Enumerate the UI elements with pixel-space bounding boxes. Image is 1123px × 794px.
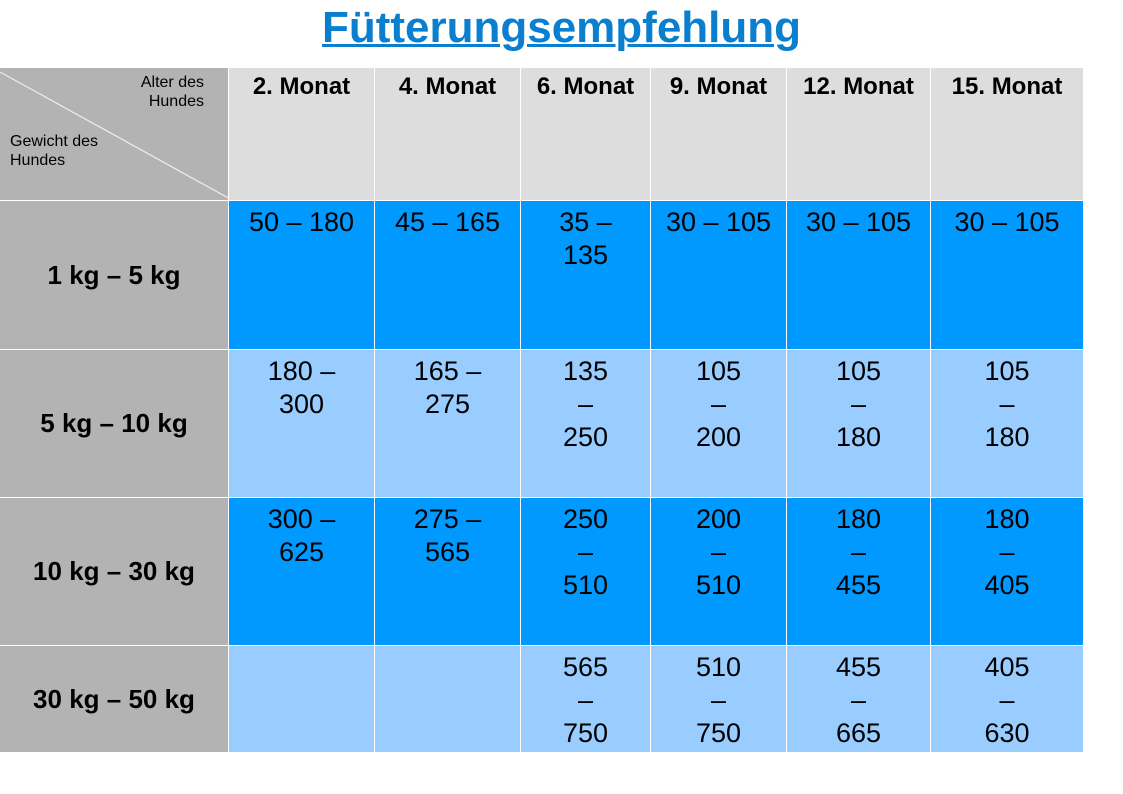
cell-value: 200 – 510 xyxy=(695,504,742,600)
cell-value: 300 – 625 xyxy=(267,504,336,567)
row-label: 10 kg – 30 kg xyxy=(0,498,228,645)
cell-value: 30 – 105 xyxy=(954,207,1060,237)
cell-value: 105 – 200 xyxy=(695,356,742,452)
table-cell: 200 – 510 xyxy=(651,498,786,645)
table-cell: 565 – 750 xyxy=(521,646,650,752)
corner-age-label: Alter des Hundes xyxy=(140,74,204,110)
table-cell: 250 – 510 xyxy=(521,498,650,645)
table-cell: 45 – 165 xyxy=(375,201,520,349)
cell-value: 510 – 750 xyxy=(695,652,742,748)
table-cell: 30 – 105 xyxy=(787,201,930,349)
cell-value: 455 – 665 xyxy=(835,652,882,748)
column-header: 2. Monat xyxy=(229,68,374,200)
table-cell: 455 – 665 xyxy=(787,646,930,752)
cell-value: 180 – 405 xyxy=(984,504,1030,600)
table-cell: 50 – 180 xyxy=(229,201,374,349)
cell-value: 35 – 135 xyxy=(559,207,612,270)
table-cell: 275 – 565 xyxy=(375,498,520,645)
cell-value: 105 – 180 xyxy=(984,356,1030,452)
corner-weight-label: Gewicht des Hundes xyxy=(10,133,99,169)
table-cell: 105 – 180 xyxy=(931,350,1083,497)
corner-cell: Alter des Hundes Gewicht des Hundes xyxy=(0,68,228,200)
column-header: 4. Monat xyxy=(375,68,520,200)
cell-value: 30 – 105 xyxy=(805,207,912,237)
cell-value: 180 – 300 xyxy=(267,356,336,419)
column-header: 12. Monat xyxy=(787,68,930,200)
table-cell: 165 – 275 xyxy=(375,350,520,497)
row-label: 5 kg – 10 kg xyxy=(0,350,228,497)
cell-value: 135 – 250 xyxy=(562,356,609,452)
cell-value: 180 – 455 xyxy=(835,504,882,600)
table-cell: 35 – 135 xyxy=(521,201,650,349)
table-cell xyxy=(375,646,520,752)
table-cell: 30 – 105 xyxy=(931,201,1083,349)
cell-value: 565 – 750 xyxy=(562,652,609,748)
table-cell: 180 – 455 xyxy=(787,498,930,645)
cell-value: 405 – 630 xyxy=(984,652,1030,748)
cell-value: 45 – 165 xyxy=(394,207,501,237)
table-cell xyxy=(229,646,374,752)
column-header: 9. Monat xyxy=(651,68,786,200)
row-label: 1 kg – 5 kg xyxy=(0,201,228,349)
cell-value: 250 – 510 xyxy=(562,504,609,600)
diagonal-line xyxy=(0,71,228,199)
table-cell: 105 – 180 xyxy=(787,350,930,497)
table-cell: 300 – 625 xyxy=(229,498,374,645)
table-cell: 510 – 750 xyxy=(651,646,786,752)
table-cell: 405 – 630 xyxy=(931,646,1083,752)
cell-value: 30 – 105 xyxy=(665,207,772,237)
table-cell: 180 – 405 xyxy=(931,498,1083,645)
cell-value: 275 – 565 xyxy=(413,504,482,567)
cell-value: 105 – 180 xyxy=(835,356,882,452)
table-cell: 105 – 200 xyxy=(651,350,786,497)
table-cell: 30 – 105 xyxy=(651,201,786,349)
column-header: 15. Monat xyxy=(931,68,1083,200)
row-label: 30 kg – 50 kg xyxy=(0,646,228,752)
cell-value: 165 – 275 xyxy=(413,356,482,419)
table-cell: 135 – 250 xyxy=(521,350,650,497)
column-header: 6. Monat xyxy=(521,68,650,200)
page-title: Fütterungsempfehlung xyxy=(321,3,802,52)
table-cell: 180 – 300 xyxy=(229,350,374,497)
cell-value: 50 – 180 xyxy=(248,207,355,237)
